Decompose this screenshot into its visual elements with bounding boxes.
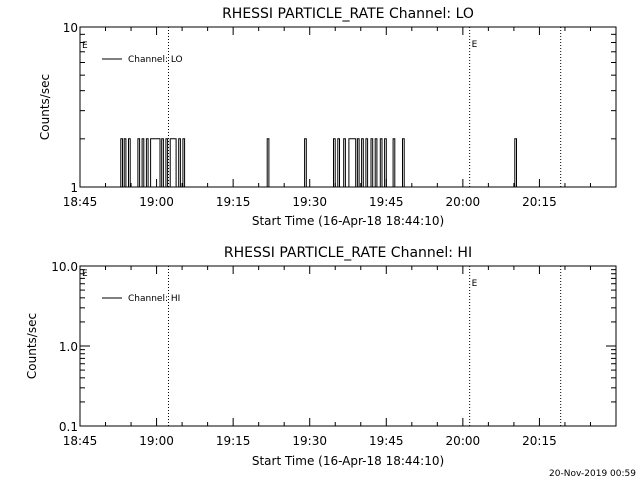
x-axis-label-lo: Start Time (16-Apr-18 18:44:10) (252, 214, 444, 228)
y-tick-label: 0.1 (59, 420, 78, 434)
chart-title-hi: RHESSI PARTICLE_RATE Channel: HI (224, 245, 472, 261)
x-tick-label: 19:30 (292, 434, 327, 448)
legend-entry-hi: Channel: HI (128, 294, 180, 304)
x-tick-label: 20:00 (446, 195, 481, 209)
x-tick-label: 18:45 (63, 195, 98, 209)
footer-timestamp: 20-Nov-2019 00:59 (549, 469, 636, 479)
x-tick-label: 19:15 (216, 195, 251, 209)
y-tick-label: 10.0 (51, 260, 78, 274)
corner-label-lo: E (82, 41, 88, 51)
event-marker-label: E (472, 279, 478, 289)
y-tick-label: 1.0 (59, 340, 78, 354)
event-marker-label: E (472, 40, 478, 50)
x-tick-label: 18:45 (63, 434, 98, 448)
x-tick-label: 19:15 (216, 434, 251, 448)
x-tick-label: 20:15 (522, 195, 557, 209)
corner-label-hi: E (82, 269, 88, 279)
legend-entry-lo: Channel: LO (128, 55, 183, 65)
x-tick-label: 19:00 (139, 195, 174, 209)
x-tick-label: 19:45 (369, 434, 404, 448)
chart-title-lo: RHESSI PARTICLE_RATE Channel: LO (222, 6, 474, 22)
plot-frame-hi (79, 265, 617, 427)
x-tick-label: 19:30 (292, 195, 327, 209)
x-tick-label: 20:00 (446, 434, 481, 448)
legend-hi: Channel: HI (102, 294, 180, 304)
x-tick-label: 19:45 (369, 195, 404, 209)
legend-lo: Channel: LO (102, 55, 183, 65)
series-line-lo (120, 138, 517, 188)
y-axis-label-lo: Counts/sec (38, 74, 52, 140)
y-axis-label-hi: Counts/sec (25, 313, 39, 379)
y-tick-label: 10 (63, 21, 78, 35)
x-tick-label: 19:00 (139, 434, 174, 448)
x-tick-label: 20:15 (522, 434, 557, 448)
x-axis-label-hi: Start Time (16-Apr-18 18:44:10) (252, 454, 444, 468)
y-tick-label: 1 (70, 181, 78, 195)
